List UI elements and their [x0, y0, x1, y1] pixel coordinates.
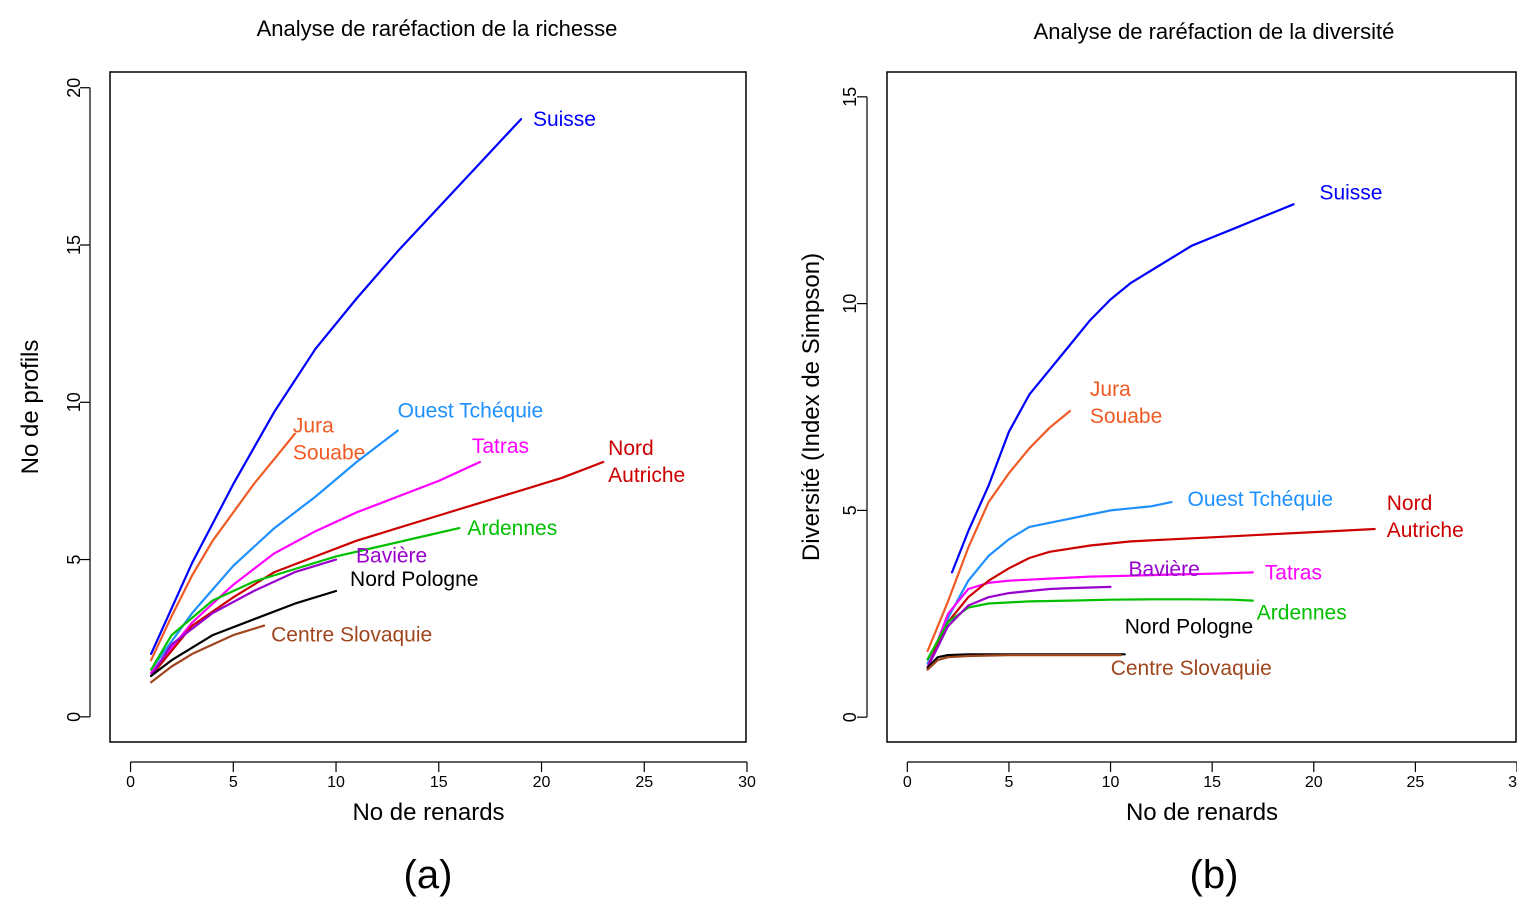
- series-label: Ardennes: [1257, 602, 1347, 625]
- y-axis-label: Diversité (Index de Simpson): [798, 253, 825, 561]
- series-tatras: Tatras: [926, 561, 1322, 669]
- series-baviere: Bavière: [926, 558, 1200, 669]
- series-suisse: Suisse: [150, 108, 596, 655]
- plot-frame: [886, 71, 1517, 743]
- series-label: Nord Pologne: [350, 568, 478, 591]
- series-label: Centre Slovaquie: [1111, 657, 1272, 680]
- series-label: Bavière: [356, 545, 427, 568]
- series-line: [926, 654, 1122, 671]
- series-label: Ouest Tchéquie: [398, 400, 544, 423]
- y-tick-label: 15: [64, 235, 84, 255]
- series-label: Suisse: [533, 108, 596, 131]
- series-centre-slovaquie: Centre Slovaquie: [150, 624, 432, 684]
- series-line: [150, 429, 399, 671]
- series-tatras: Tatras: [150, 435, 529, 674]
- series-label: Souabe: [293, 442, 365, 465]
- x-axis-label: No de renards: [1126, 799, 1278, 826]
- y-tick-label: 10: [840, 294, 860, 314]
- x-tick-label: 0: [126, 774, 135, 791]
- series-label: Jura: [293, 415, 334, 438]
- series-line: [926, 585, 1112, 669]
- x-axis-label: No de renards: [352, 799, 504, 826]
- series-label: Nord: [608, 437, 654, 460]
- series-label: Ouest Tchéquie: [1188, 488, 1334, 511]
- y-tick-label: 0: [840, 712, 860, 722]
- series-suisse: Suisse: [950, 181, 1382, 574]
- series-line: [926, 571, 1254, 669]
- series-nord-autriche: Nord Autriche: [926, 492, 1464, 669]
- x-tick-label: 5: [1004, 774, 1013, 791]
- x-tick-label: 0: [903, 774, 912, 791]
- y-tick-label: 0: [64, 712, 84, 722]
- series-line: [150, 118, 523, 655]
- x-tick-label: 5: [229, 774, 238, 791]
- series-centre-slovaquie: Centre Slovaquie: [926, 654, 1272, 680]
- series-label: Autriche: [608, 464, 685, 487]
- series-label: Autriche: [1387, 519, 1464, 542]
- chart-title: Analyse de raréfaction de la diversité: [1034, 19, 1395, 44]
- series-label: Jura: [1090, 378, 1131, 401]
- series-line: [950, 203, 1295, 574]
- x-tick-label: 30: [738, 774, 756, 791]
- series-label: Nord: [1387, 492, 1433, 515]
- chart-title: Analyse de raréfaction de la richesse: [257, 16, 618, 41]
- series-nord-autriche: Nord Autriche: [150, 437, 685, 677]
- x-tick-label: 20: [533, 774, 551, 791]
- y-tick-label: 5: [840, 505, 860, 515]
- panel-caption: (b): [1190, 853, 1239, 897]
- x-tick-label: 10: [1102, 774, 1120, 791]
- series-line: [150, 460, 481, 674]
- series-label: Tatras: [1265, 561, 1322, 584]
- series-line: [926, 527, 1376, 669]
- series-line: [150, 558, 338, 677]
- x-tick-label: 20: [1305, 774, 1323, 791]
- x-tick-label: 15: [430, 774, 448, 791]
- x-tick-label: 10: [327, 774, 345, 791]
- panel-caption: (a): [404, 853, 453, 897]
- y-axis-label: No de profils: [17, 340, 44, 475]
- x-tick-label: 15: [1203, 774, 1221, 791]
- series-label: Bavière: [1129, 558, 1200, 581]
- y-tick-label: 15: [840, 87, 860, 107]
- series-line: [150, 432, 296, 662]
- series-jura-souabe: Jura Souabe: [926, 378, 1162, 653]
- x-tick-label: 25: [1406, 774, 1424, 791]
- series-line: [926, 501, 1173, 665]
- y-tick-label: 10: [64, 392, 84, 412]
- series-baviere: Bavière: [150, 545, 427, 677]
- series-label: Tatras: [472, 435, 529, 458]
- x-axis: 0 5 10 15 20 25 30 No de renards: [126, 761, 756, 826]
- series-ouest-tchequie: Ouest Tchéquie: [926, 488, 1334, 665]
- series-label: Nord Pologne: [1125, 615, 1253, 638]
- x-axis: 0 5 10 15 20 25 30 No de renards: [903, 761, 1517, 826]
- series-line: [150, 589, 338, 677]
- y-tick-label: 5: [64, 555, 84, 565]
- series-line: [150, 624, 266, 684]
- x-tick-label: 30: [1508, 774, 1517, 791]
- richness-panel: Analyse de raréfaction de la richesse 0 5 1…: [17, 16, 756, 897]
- series-line: [926, 410, 1071, 653]
- y-axis: 0 5 10 15 Diversité (Index de Simpson): [798, 87, 868, 722]
- x-tick-label: 25: [635, 774, 653, 791]
- y-axis: 0 5 10 15 20 No de profils: [17, 78, 91, 722]
- plot-frame: [109, 71, 747, 743]
- y-tick-label: 20: [64, 78, 84, 98]
- diversity-panel: Analyse de raréfaction de la diversité 0 5…: [798, 19, 1517, 897]
- series-label: Suisse: [1319, 181, 1382, 204]
- series-ardennes: Ardennes: [150, 517, 557, 671]
- series-label: Ardennes: [467, 517, 557, 540]
- series-nord-pologne: Nord Pologne: [150, 568, 478, 677]
- series-line: [150, 460, 605, 677]
- series-label: Centre Slovaquie: [271, 624, 432, 647]
- series-line: [150, 527, 461, 671]
- series-jura-souabe: Jura Souabe: [150, 415, 365, 662]
- series-label: Souabe: [1090, 405, 1162, 428]
- series-ouest-tchequie: Ouest Tchéquie: [150, 400, 544, 671]
